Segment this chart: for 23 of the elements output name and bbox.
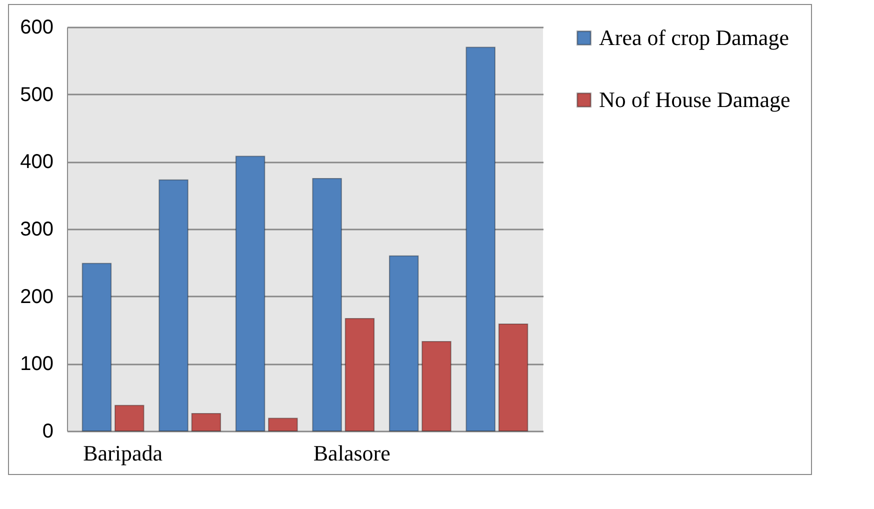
bar bbox=[422, 340, 452, 432]
y-tick-label: 400 bbox=[20, 151, 54, 174]
bar bbox=[235, 156, 266, 432]
y-tick-label: 200 bbox=[20, 286, 54, 308]
y-tick-label: 0 bbox=[42, 420, 54, 442]
bar bbox=[191, 412, 222, 432]
bar bbox=[158, 179, 188, 432]
y-tick-label: 600 bbox=[20, 16, 54, 38]
y-tick-label: 500 bbox=[20, 84, 54, 106]
bar bbox=[312, 178, 342, 432]
bar bbox=[344, 318, 375, 432]
x-tick-label: Baripada bbox=[83, 440, 163, 466]
bar bbox=[498, 323, 528, 432]
bar bbox=[388, 255, 419, 432]
bar bbox=[114, 404, 144, 432]
legend-label: Area of crop Damage bbox=[599, 25, 789, 50]
x-tick-label: Balasore bbox=[313, 440, 390, 466]
legend-label: No of House Damage bbox=[599, 87, 790, 112]
y-tick-label: 100 bbox=[20, 353, 54, 376]
bar bbox=[268, 418, 298, 432]
bar bbox=[466, 46, 496, 432]
bar bbox=[82, 262, 112, 432]
y-tick-label: 300 bbox=[20, 218, 54, 240]
